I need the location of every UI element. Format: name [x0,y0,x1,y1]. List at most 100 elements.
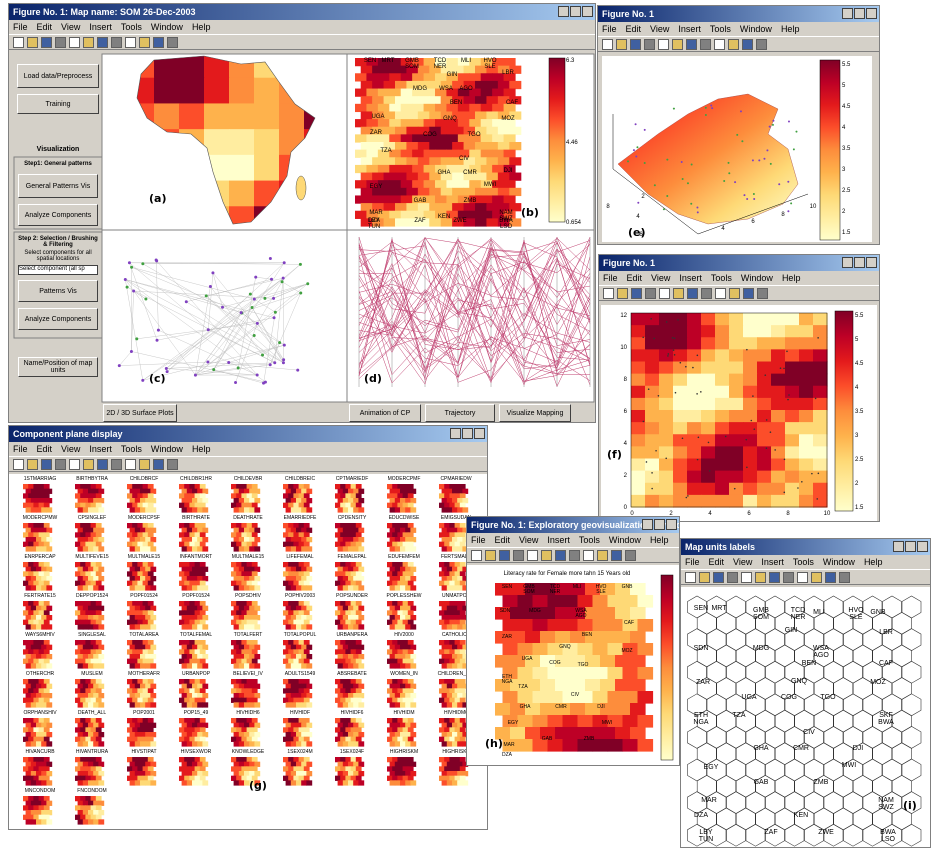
tool-icon[interactable] [645,288,656,299]
tool-icon[interactable] [729,288,740,299]
tool-icon[interactable] [69,459,80,470]
tool-icon[interactable] [83,37,94,48]
menu-item[interactable]: File [602,24,617,34]
tool-icon[interactable] [55,37,66,48]
menu-item[interactable]: File [13,444,28,454]
menu-item[interactable]: View [733,557,752,567]
tool-icon[interactable] [499,550,510,561]
tool-icon[interactable] [742,39,753,50]
menu-item[interactable]: Window [740,24,772,34]
tool-icon[interactable] [700,39,711,50]
tool-icon[interactable] [631,288,642,299]
button[interactable]: 2D / 3D Surface Plots [103,404,177,422]
menu-item[interactable]: Window [609,535,641,545]
menu-item[interactable]: View [61,444,80,454]
window-button[interactable] [842,257,853,268]
tool-icon[interactable] [616,39,627,50]
tool-icon[interactable] [111,459,122,470]
tool-icon[interactable] [527,550,538,561]
menu-item[interactable]: Help [192,444,211,454]
tool-icon[interactable] [757,288,768,299]
menu-item[interactable]: Insert [678,24,701,34]
tool-icon[interactable] [727,572,738,583]
tool-icon[interactable] [41,459,52,470]
button[interactable]: Analyze Components [18,308,98,330]
tool-icon[interactable] [685,572,696,583]
menu-item[interactable]: Tools [579,535,600,545]
tool-icon[interactable] [69,37,80,48]
tool-icon[interactable] [743,288,754,299]
menu-item[interactable]: Edit [627,273,643,283]
tool-icon[interactable] [728,39,739,50]
tool-icon[interactable] [125,459,136,470]
window-button[interactable] [558,6,569,17]
menu-item[interactable]: Window [823,557,855,567]
window-button[interactable] [582,6,593,17]
menu-item[interactable]: Edit [709,557,725,567]
tool-icon[interactable] [714,39,725,50]
tool-icon[interactable] [97,37,108,48]
window-button[interactable] [854,257,865,268]
tool-icon[interactable] [153,37,164,48]
tool-icon[interactable] [41,37,52,48]
dropdown[interactable]: Select component (all sp [18,265,98,275]
button[interactable]: Load data/Preprocess [17,64,99,88]
tool-icon[interactable] [825,572,836,583]
tool-icon[interactable] [27,459,38,470]
menu-item[interactable]: Edit [626,24,642,34]
tool-icon[interactable] [597,550,608,561]
window-button[interactable] [866,8,877,19]
tool-icon[interactable] [83,459,94,470]
window-button[interactable] [854,8,865,19]
menu-item[interactable]: Tools [711,273,732,283]
window-button[interactable] [842,8,853,19]
tool-icon[interactable] [167,459,178,470]
window-button[interactable] [866,257,877,268]
menu-item[interactable]: Edit [37,444,53,454]
tool-icon[interactable] [701,288,712,299]
button[interactable]: Training [17,94,99,114]
menu-item[interactable]: Insert [547,535,570,545]
tool-icon[interactable] [713,572,724,583]
window-button[interactable] [570,6,581,17]
menu-item[interactable]: Help [192,22,211,32]
window-button[interactable] [642,519,653,530]
tool-icon[interactable] [797,572,808,583]
menu-item[interactable]: File [603,273,618,283]
tool-icon[interactable] [471,550,482,561]
menu-item[interactable]: Help [650,535,669,545]
tool-icon[interactable] [569,550,580,561]
window-button[interactable] [462,428,473,439]
window-button[interactable] [666,519,677,530]
tool-icon[interactable] [55,459,66,470]
tool-icon[interactable] [672,39,683,50]
window-button[interactable] [450,428,461,439]
tool-icon[interactable] [699,572,710,583]
menu-item[interactable]: File [685,557,700,567]
tool-icon[interactable] [687,288,698,299]
window-button[interactable] [905,541,916,552]
menu-item[interactable]: Tools [793,557,814,567]
menu-item[interactable]: File [13,22,28,32]
tool-icon[interactable] [673,288,684,299]
menu-item[interactable]: Insert [89,22,112,32]
tool-icon[interactable] [125,37,136,48]
menu-item[interactable]: File [471,535,486,545]
menu-item[interactable]: Help [864,557,883,567]
menu-item[interactable]: Tools [121,444,142,454]
tool-icon[interactable] [611,550,622,561]
tool-icon[interactable] [741,572,752,583]
menu-item[interactable]: View [650,24,669,34]
tool-icon[interactable] [811,572,822,583]
tool-icon[interactable] [139,459,150,470]
menu-item[interactable]: Help [781,24,800,34]
button[interactable]: General Patterns Vis [18,174,98,198]
menu-item[interactable]: Insert [761,557,784,567]
menu-item[interactable]: Tools [710,24,731,34]
tool-icon[interactable] [541,550,552,561]
tool-icon[interactable] [13,459,24,470]
window-button[interactable] [893,541,904,552]
tool-icon[interactable] [715,288,726,299]
menu-item[interactable]: View [61,22,80,32]
tool-icon[interactable] [13,37,24,48]
